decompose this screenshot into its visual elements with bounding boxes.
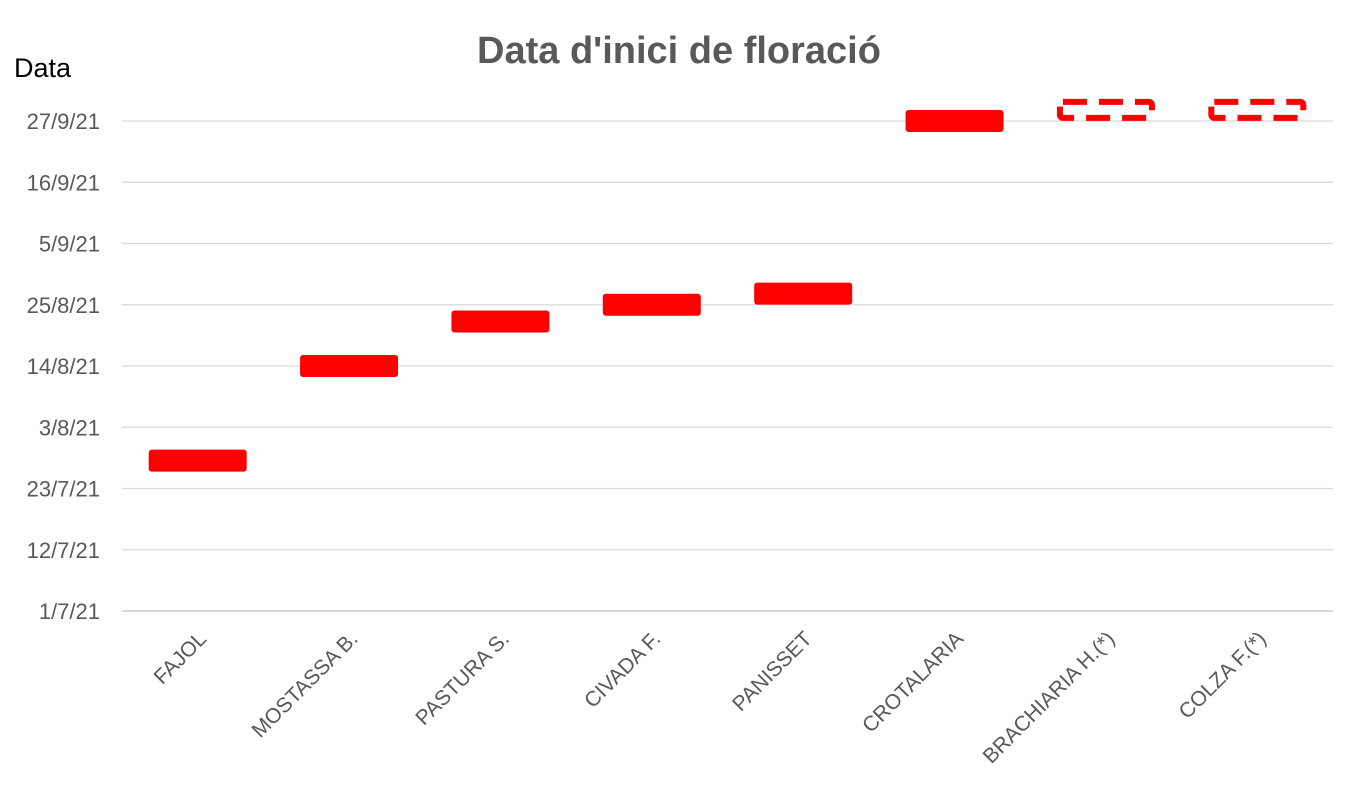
category-label: PASTURA S. <box>411 627 514 730</box>
y-tick-label: 25/8/21 <box>27 293 100 318</box>
category-label: CROTALARIA <box>858 627 968 737</box>
category-label: BRACHIARIA H.(*) <box>979 627 1120 768</box>
bar <box>300 355 399 377</box>
bar <box>754 282 853 305</box>
bar <box>148 449 247 472</box>
category-label: COLZA F.(*) <box>1175 627 1271 723</box>
bar <box>1056 98 1155 121</box>
y-tick-label: 1/7/21 <box>39 599 100 624</box>
category-label: PANISSET <box>728 627 817 716</box>
chart-title: Data d'inici de floració <box>477 30 881 72</box>
y-tick-label: 12/7/21 <box>27 538 100 563</box>
bar <box>905 110 1004 132</box>
category-label: FAJOL <box>150 627 212 689</box>
y-tick-labels: 1/7/21 12/7/21 23/7/21 3/8/21 14/8/21 25/8/21… <box>27 109 100 624</box>
y-tick-label: 23/7/21 <box>27 477 100 502</box>
bar <box>602 293 701 316</box>
y-tick-label: 14/8/21 <box>27 354 100 379</box>
y-axis-label: Data <box>14 53 72 83</box>
bar <box>1208 98 1307 121</box>
bar <box>451 310 550 333</box>
gridlines <box>122 120 1333 612</box>
y-tick-label: 5/9/21 <box>39 232 100 257</box>
category-label: CIVADA F. <box>580 627 665 712</box>
y-tick-label: 27/9/21 <box>27 109 100 134</box>
y-tick-label: 16/9/21 <box>27 170 100 195</box>
category-labels: FAJOL MOSTASSA B. PASTURA S. CIVADA F. PANIS… <box>150 627 1271 768</box>
category-label: MOSTASSA B. <box>248 627 363 742</box>
y-tick-label: 3/8/21 <box>39 415 100 440</box>
bars <box>148 98 1307 472</box>
